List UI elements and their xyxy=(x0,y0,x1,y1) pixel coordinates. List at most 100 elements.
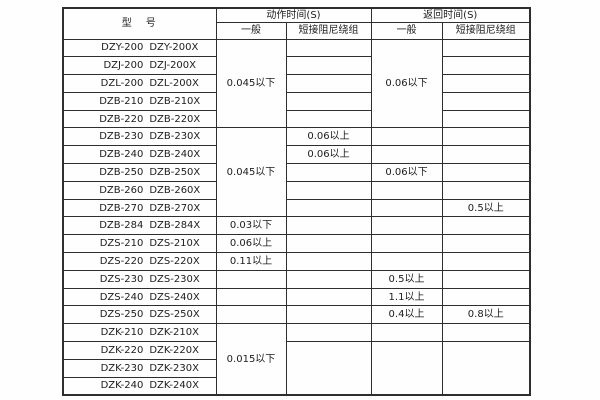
model-name-a: DZS-230 xyxy=(99,273,144,285)
model-cell: DZJ-200 DZJ-200X xyxy=(62,56,217,76)
table-row: DZB-250 DZB-250X 0.06以下 xyxy=(62,163,531,182)
action-damped-cell xyxy=(285,198,372,218)
return-general-cell xyxy=(370,234,443,254)
return-general-cell: 0.4以上 xyxy=(370,305,443,325)
model-name-b: DZK-230X xyxy=(149,362,199,374)
model-cell: DZB-210 DZB-210X xyxy=(62,91,217,111)
model-cell: DZB-250 DZB-250X xyxy=(62,163,217,182)
table-row: DZK-240 DZK-240X xyxy=(62,376,530,396)
model-cell: DZB-284 DZB-284X xyxy=(62,216,217,236)
action-general-cell: 0.03以下 xyxy=(215,216,287,236)
return-damped-cell xyxy=(441,91,531,111)
model-name-a: DZJ-200 xyxy=(103,60,144,72)
model-cell: DZB-220 DZB-220X xyxy=(62,109,217,129)
action-damped-cell xyxy=(285,269,372,289)
action-damped-cell xyxy=(285,287,372,307)
return-damped-cell xyxy=(441,216,531,236)
header-model: 型 号 xyxy=(62,7,217,40)
spec-table: 型 号 动作时间(S) 返回时间(S) 一般 短接阻尼绕组 一般 短接阻尼绕组 … xyxy=(62,7,531,396)
model-cell: DZB-230 DZB-230X xyxy=(62,127,217,147)
model-name-a: DZB-250 xyxy=(99,166,144,178)
model-name-a: DZB-270 xyxy=(99,202,144,214)
model-name-a: DZK-210 xyxy=(100,327,144,339)
header-return-time: 返回时间(S) xyxy=(370,7,531,23)
action-general-cell: 0.015以下 xyxy=(215,323,287,396)
table-row: DZL-200 DZL-200X xyxy=(62,74,531,93)
return-general-cell xyxy=(370,180,443,200)
model-cell: DZL-200 DZL-200X xyxy=(62,74,217,93)
return-general-cell: 0.06以下 xyxy=(370,38,443,129)
action-damped-cell xyxy=(285,38,372,58)
return-general-cell xyxy=(370,252,443,271)
table-row: DZB-220 DZB-220X xyxy=(62,109,531,129)
model-name-a: DZK-230 xyxy=(100,362,144,374)
action-general-cell: 0.045以下 xyxy=(215,127,287,218)
action-damped-cell xyxy=(285,341,372,396)
action-general-cell xyxy=(215,287,287,307)
table-header: 型 号 动作时间(S) 返回时间(S) 一般 短接阻尼绕组 一般 短接阻尼绕组 xyxy=(62,7,531,40)
return-damped-cell xyxy=(441,109,531,129)
return-damped-cell xyxy=(441,145,531,165)
model-name-b: DZK-220X xyxy=(149,344,199,356)
model-cell: DZK-220 DZK-220X xyxy=(62,341,217,360)
return-general-cell xyxy=(370,198,443,218)
model-name-b: DZB-270X xyxy=(149,202,201,214)
return-general-cell xyxy=(370,145,443,165)
model-name-b: DZY-200X xyxy=(149,42,199,54)
return-damped-cell xyxy=(441,163,531,182)
return-damped-cell xyxy=(441,269,531,289)
model-name-a: DZB-220 xyxy=(99,113,144,125)
model-name-a: DZS-240 xyxy=(99,291,144,303)
model-name-a: DZK-220 xyxy=(100,344,144,356)
table-row: DZB-230 DZB-230X 0.045以下 0.06以上 xyxy=(62,127,531,218)
action-damped-cell xyxy=(285,234,372,254)
model-cell: DZY-200 DZY-200X xyxy=(62,38,217,58)
return-damped-cell xyxy=(441,323,531,343)
model-cell: DZB-270 DZB-270X xyxy=(62,198,217,218)
table-row: DZS-210 DZS-210X 0.06以上 xyxy=(62,234,531,254)
table-body: DZY-200 DZY-200X 0.045以下 0.06以下 DZJ-200 DZ… xyxy=(62,38,531,396)
model-name-b: DZK-210X xyxy=(149,327,199,339)
table-row: DZK-220 DZK-220X xyxy=(62,341,531,396)
action-damped-cell xyxy=(285,180,372,200)
model-cell: DZS-220 DZS-220X xyxy=(62,252,217,271)
model-name-a: DZY-200 xyxy=(101,42,144,54)
model-cell: DZS-230 DZS-230X xyxy=(62,269,217,289)
return-general-cell xyxy=(370,323,443,343)
action-damped-cell xyxy=(285,74,372,93)
model-name-b: DZB-220X xyxy=(149,113,201,125)
model-name-b: DZB-250X xyxy=(149,166,201,178)
model-name-a: DZB-230 xyxy=(99,131,144,143)
return-general-cell: 0.06以下 xyxy=(370,163,443,182)
action-damped-cell xyxy=(285,56,372,76)
action-damped-cell xyxy=(285,163,372,182)
return-general-cell xyxy=(370,341,443,396)
table-row: DZS-230 DZS-230X 0.5以上 xyxy=(62,269,531,289)
model-name-a: DZS-220 xyxy=(99,255,144,267)
model-name-a: DZB-284 xyxy=(99,220,144,232)
model-name-a: DZS-250 xyxy=(99,309,144,321)
table-row: DZS-250 DZS-250X 0.4以上 0.8以上 xyxy=(62,305,531,325)
table-row: DZY-200 DZY-200X 0.045以下 0.06以下 xyxy=(62,38,531,129)
model-name-b: DZB-284X xyxy=(149,220,201,232)
action-general-cell: 0.06以上 xyxy=(215,234,287,254)
return-damped-cell xyxy=(441,341,531,396)
return-damped-cell xyxy=(441,74,531,93)
return-damped-cell xyxy=(441,287,531,307)
action-damped-cell xyxy=(285,323,372,343)
model-name-b: DZS-210X xyxy=(149,238,200,250)
model-name-b: DZS-240X xyxy=(149,291,200,303)
model-cell: DZK-210 DZK-210X xyxy=(62,323,217,343)
model-cell: DZS-240 DZS-240X xyxy=(62,287,217,307)
table-row: DZB-270 DZB-270X 0.5以上 xyxy=(62,198,531,218)
model-cell: DZS-250 DZS-250X xyxy=(62,305,217,325)
return-damped-cell xyxy=(441,56,531,76)
model-name-b: DZL-200X xyxy=(149,77,199,89)
action-damped-cell xyxy=(285,305,372,325)
return-damped-cell xyxy=(441,127,531,147)
action-damped-cell: 0.06以上 xyxy=(285,127,372,147)
table-row: DZB-240 DZB-240X 0.06以上 xyxy=(62,145,531,165)
header-action-general: 一般 xyxy=(215,21,287,40)
action-general-cell xyxy=(215,305,287,325)
table-row: DZS-240 DZS-240X 1.1以上 xyxy=(62,287,531,307)
